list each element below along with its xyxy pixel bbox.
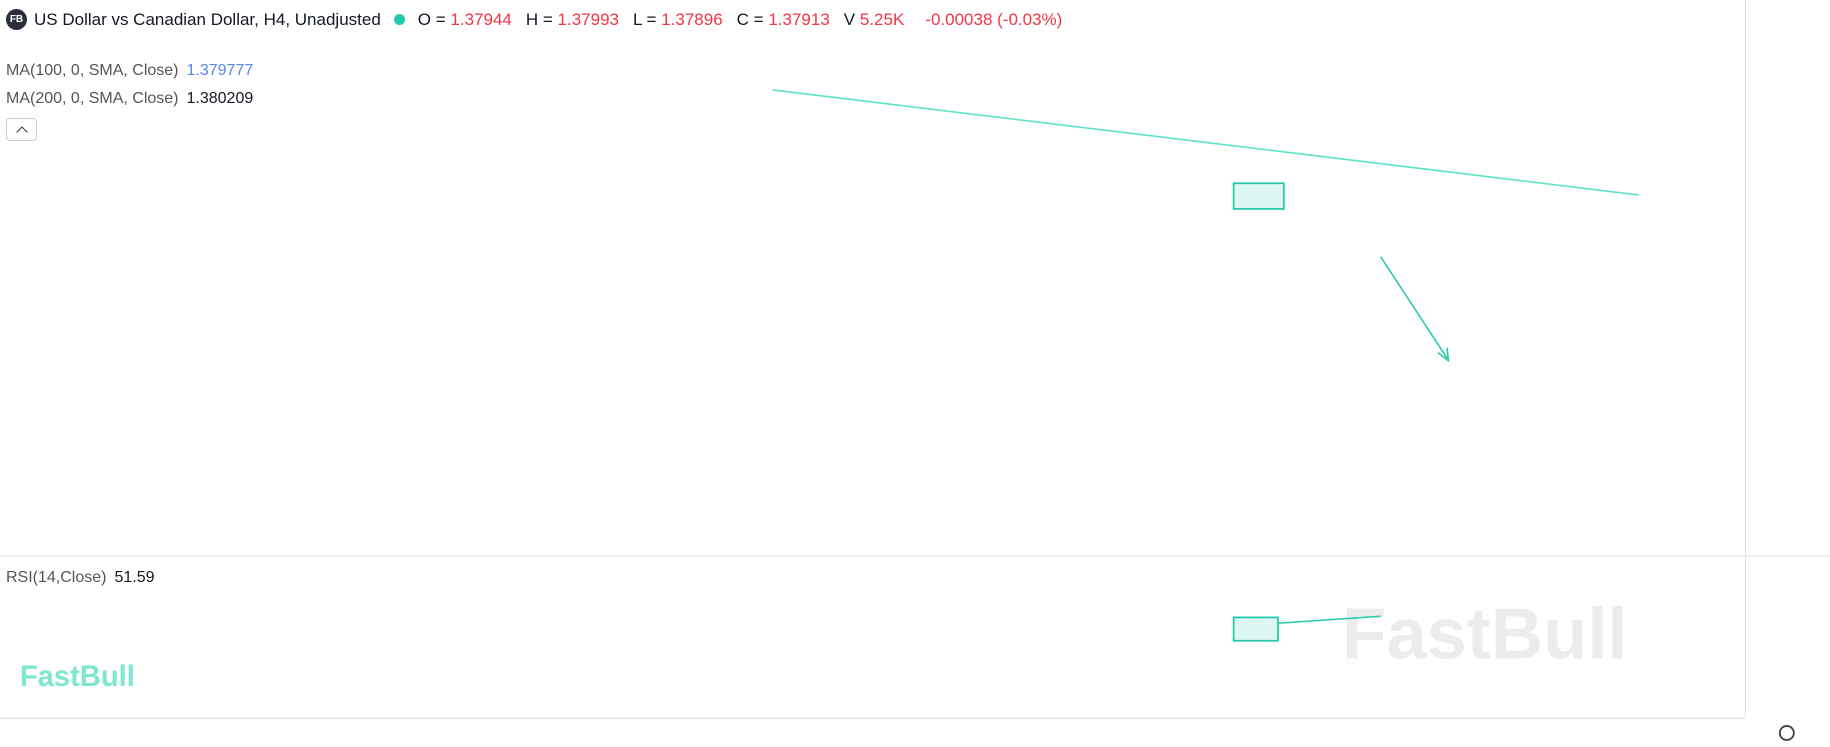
ohlcv-label: L = <box>632 9 657 29</box>
arrow-line <box>1380 256 1448 359</box>
change: -0.00038 (-0.03%) <box>925 9 1063 29</box>
ohlcv-item: V 5.25K <box>844 10 905 30</box>
ohlcv-label: O = <box>417 9 446 29</box>
rsi-trend-line <box>1277 615 1381 624</box>
ohlcv-item: C = 1.37913 <box>737 10 830 30</box>
watermark: FastBull <box>1342 595 1627 675</box>
rsi-highlight-box <box>1232 616 1279 642</box>
collapse-button[interactable] <box>6 118 37 141</box>
ohlcv-item: H = 1.37993 <box>526 10 619 30</box>
rsi-value: 51.59 <box>114 569 155 586</box>
ohlcv-item: L = 1.37896 <box>633 10 723 30</box>
logo: FB <box>6 9 27 30</box>
ma-legend: MA(100, 0, SMA, Close) 1.379777 <box>6 62 253 80</box>
rsi-title: RSI(14,Close) <box>6 569 107 586</box>
settings-icon[interactable] <box>1778 725 1795 741</box>
ma-value: 1.379777 <box>186 62 254 79</box>
ohlcv-value: 1.37993 <box>557 9 619 29</box>
ma-name: MA(100, 0, SMA, Close) <box>6 62 179 79</box>
trend-line <box>772 89 1639 196</box>
header: FB US Dollar vs Canadian Dollar, H4, Una… <box>6 9 1062 30</box>
ohlcv-value: 1.37944 <box>450 9 512 29</box>
rsi-legend: RSI(14,Close) 51.59 <box>6 569 155 587</box>
ohlcv-value: 5.25K <box>859 9 905 29</box>
ohlcv-item: O = 1.37944 <box>418 10 512 30</box>
symbol-title: US Dollar vs Canadian Dollar, H4, Unadju… <box>34 9 381 29</box>
ohlcv-label: V <box>843 9 856 29</box>
ma-value: 1.380209 <box>186 90 254 107</box>
ohlcv-label: C = <box>736 9 764 29</box>
ohlcv: O = 1.37944 H = 1.37993 L = 1.37896 C = 1.3… <box>418 10 913 30</box>
ohlcv-value: 1.37913 <box>768 9 830 29</box>
ma-legend: MA(200, 0, SMA, Close) 1.380209 <box>6 90 253 108</box>
status-dot <box>393 14 405 25</box>
ohlcv-value: 1.37896 <box>661 9 723 29</box>
highlight-box <box>1232 182 1285 210</box>
logo-watermark: FastBull <box>20 661 135 693</box>
ma-name: MA(200, 0, SMA, Close) <box>6 90 179 107</box>
arrow-head <box>1437 347 1450 363</box>
drawings <box>772 89 1639 642</box>
ohlcv-label: H = <box>525 9 553 29</box>
